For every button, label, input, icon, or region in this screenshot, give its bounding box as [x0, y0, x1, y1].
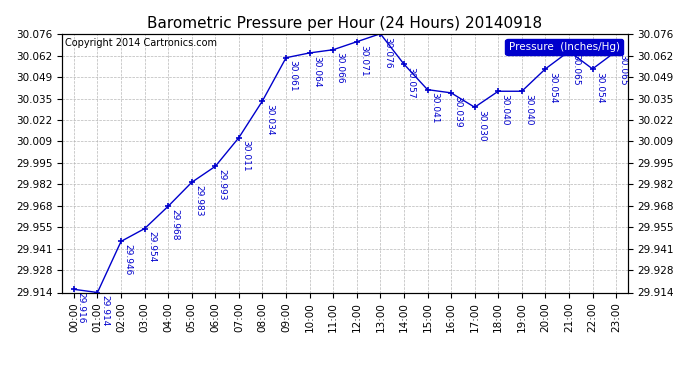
Text: 30.041: 30.041: [430, 92, 439, 124]
Text: 30.054: 30.054: [548, 72, 557, 103]
Legend: Pressure  (Inches/Hg): Pressure (Inches/Hg): [506, 39, 622, 55]
Text: 30.039: 30.039: [453, 96, 462, 127]
Text: 29.983: 29.983: [194, 185, 204, 217]
Text: 30.040: 30.040: [501, 94, 510, 126]
Text: Copyright 2014 Cartronics.com: Copyright 2014 Cartronics.com: [65, 38, 217, 48]
Text: 30.061: 30.061: [288, 60, 297, 92]
Text: 30.054: 30.054: [595, 72, 604, 103]
Text: 30.057: 30.057: [406, 67, 415, 99]
Text: 30.040: 30.040: [524, 94, 533, 126]
Title: Barometric Pressure per Hour (24 Hours) 20140918: Barometric Pressure per Hour (24 Hours) …: [148, 16, 542, 31]
Text: 30.034: 30.034: [265, 104, 274, 135]
Text: 30.066: 30.066: [335, 53, 345, 84]
Text: 29.946: 29.946: [124, 244, 132, 276]
Text: 29.968: 29.968: [170, 209, 179, 240]
Text: 30.030: 30.030: [477, 110, 486, 142]
Text: 30.076: 30.076: [383, 36, 392, 68]
Text: 30.011: 30.011: [241, 140, 250, 172]
Text: 29.914: 29.914: [100, 295, 109, 327]
Text: 30.065: 30.065: [571, 54, 580, 86]
Text: 29.916: 29.916: [77, 292, 86, 324]
Text: 30.071: 30.071: [359, 45, 368, 76]
Text: 30.065: 30.065: [618, 54, 628, 86]
Text: 29.954: 29.954: [147, 231, 156, 263]
Text: 29.993: 29.993: [218, 169, 227, 201]
Text: 30.064: 30.064: [312, 56, 321, 87]
